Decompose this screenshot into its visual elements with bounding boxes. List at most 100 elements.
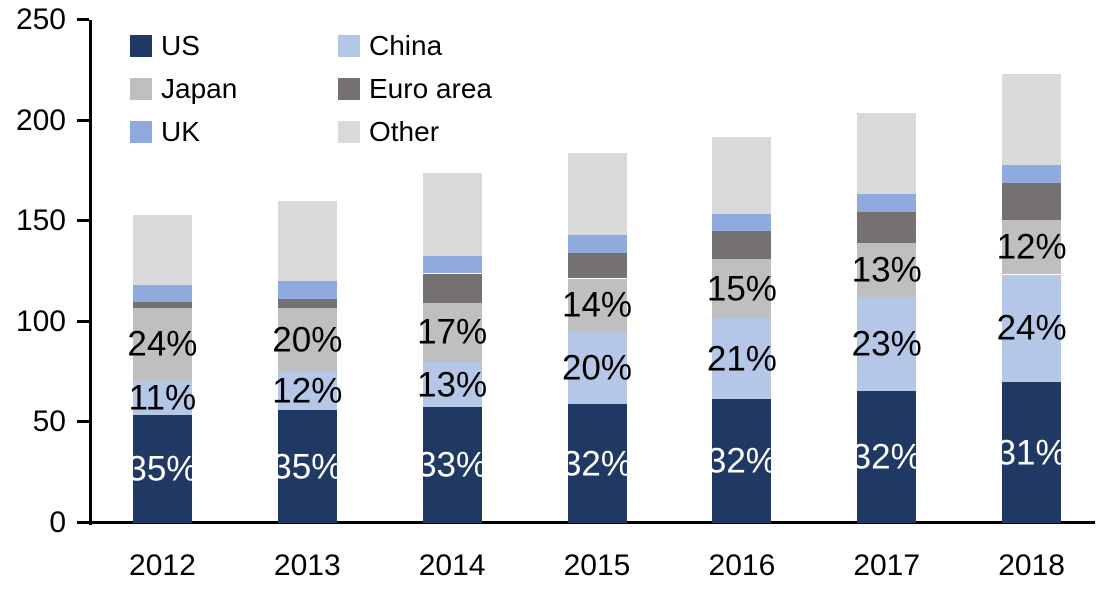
segment-percent-label: 13%: [851, 250, 922, 290]
x-axis-category-label: 2012: [129, 549, 196, 582]
y-tick-mark: [77, 521, 89, 524]
bar-segment-japan: 24%: [127, 307, 197, 382]
segment-percent-label: 15%: [706, 269, 777, 309]
y-tick-mark: [77, 18, 89, 21]
legend-item-label: Euro area: [369, 72, 492, 104]
x-axis-category-label: 2013: [273, 549, 341, 582]
other-legend-swatch-icon: [338, 120, 360, 143]
bar-segment-uk: [857, 194, 917, 213]
bar-segment-us: 35%: [127, 415, 197, 523]
china-legend-swatch-icon: [338, 34, 360, 57]
bar-segment-china: 24%: [997, 274, 1067, 383]
segment-percent-label: 13%: [417, 365, 488, 405]
segment-percent-label: 17%: [417, 312, 488, 352]
bar-segment-china: 11%: [129, 381, 196, 416]
euro-area-legend-swatch-icon: [338, 77, 360, 100]
bar-segment-uk: [277, 280, 337, 299]
legend-item-label: US: [161, 29, 200, 61]
x-axis-category-label: 2015: [563, 549, 631, 582]
bar-segment-us: 31%: [997, 382, 1067, 523]
legend-item-china: China: [338, 24, 492, 67]
bar-segment-japan: 14%: [562, 278, 632, 331]
bar-segment-us: 32%: [562, 404, 632, 523]
y-tick-mark: [77, 119, 89, 122]
y-axis-tick-label: 0: [49, 506, 66, 539]
segment-percent-label: 35%: [127, 449, 198, 489]
bar-segment-euro-area: [712, 231, 772, 260]
bar-segment-other: [567, 152, 627, 236]
segment-percent-label: 12%: [996, 227, 1067, 267]
bar-segment-euro-area: [567, 253, 627, 279]
segment-percent-label: 31%: [996, 433, 1067, 473]
y-tick-mark: [77, 420, 89, 423]
bar-segment-us: 33%: [417, 407, 487, 523]
bar-segment-other: [712, 136, 772, 215]
bar-segment-other: [277, 201, 337, 281]
legend-item-label: Other: [369, 115, 440, 147]
y-tick-mark: [77, 320, 89, 323]
bar-segment-other: [132, 215, 192, 285]
chart-legend: US China Japan Euro area UK Other: [130, 24, 492, 153]
segment-percent-label: 33%: [417, 445, 488, 485]
legend-item-other: Other: [338, 110, 492, 153]
bar-segment-euro-area: [132, 301, 192, 308]
bar-segment-other: [1002, 74, 1062, 165]
bar-segment-other: [422, 172, 482, 257]
segment-percent-label: 21%: [706, 339, 777, 379]
legend-item-label: China: [369, 29, 443, 61]
legend-item-label: Japan: [161, 72, 238, 104]
bar-segment-euro-area: [1002, 183, 1062, 221]
y-axis-tick-label: 250: [15, 3, 66, 36]
bar-segment-japan: 15%: [707, 259, 777, 318]
segment-percent-label: 20%: [561, 348, 633, 388]
legend-item-japan: Japan: [130, 67, 338, 110]
segment-percent-label: 24%: [996, 308, 1067, 348]
bar-segment-euro-area: [277, 298, 337, 308]
segment-percent-label: 35%: [272, 447, 343, 487]
y-tick-mark: [77, 219, 89, 222]
bar-segment-japan: 13%: [852, 243, 922, 297]
x-axis-category-label: 2014: [418, 549, 486, 582]
bar-segment-china: 23%: [852, 296, 922, 392]
segment-percent-label: 20%: [272, 320, 343, 360]
bar-segment-japan: 12%: [997, 220, 1067, 275]
y-axis-tick-label: 150: [15, 204, 66, 237]
bar-segment-japan: 20%: [272, 307, 342, 373]
bar-segment-uk: [422, 256, 482, 274]
bar-segment-us: 32%: [852, 391, 922, 523]
bar-segment-us: 32%: [707, 399, 777, 523]
bar-segment-euro-area: [422, 273, 482, 303]
legend-item-euro-area: Euro area: [338, 67, 492, 110]
bar-segment-uk: [132, 284, 192, 302]
x-axis-category-label: 2018: [998, 549, 1065, 582]
bar-segment-china: 20%: [562, 330, 632, 405]
bar-segment-uk: [567, 235, 627, 254]
segment-percent-label: 32%: [706, 441, 777, 481]
japan-legend-swatch-icon: [130, 77, 152, 100]
y-axis-tick-label: 200: [15, 104, 66, 137]
uk-legend-swatch-icon: [130, 120, 152, 143]
segment-percent-label: 23%: [851, 324, 922, 364]
legend-item-uk: UK: [130, 110, 338, 153]
bar-segment-other: [857, 112, 917, 195]
legend-item-label: UK: [161, 115, 200, 147]
bar-segment-euro-area: [857, 212, 917, 244]
x-axis-category-label: 2016: [708, 549, 776, 582]
y-axis-tick-label: 100: [15, 305, 66, 338]
bar-segment-china: 12%: [272, 372, 342, 411]
bar-segment-japan: 17%: [417, 302, 487, 363]
y-axis-tick-label: 50: [32, 405, 66, 438]
bar-segment-china: 13%: [417, 362, 487, 408]
segment-percent-label: 32%: [851, 437, 922, 477]
segment-percent-label: 14%: [561, 285, 633, 325]
x-axis-category-label: 2017: [853, 549, 921, 582]
y-axis-line: [89, 20, 92, 525]
us-legend-swatch-icon: [130, 34, 152, 57]
bar-segment-china: 21%: [707, 317, 777, 400]
legend-item-us: US: [130, 24, 338, 67]
segment-percent-label: 12%: [272, 371, 343, 411]
segment-percent-label: 32%: [561, 444, 633, 484]
bar-segment-uk: [1002, 164, 1062, 183]
segment-percent-label: 11%: [128, 378, 197, 418]
bar-segment-us: 35%: [272, 410, 342, 523]
